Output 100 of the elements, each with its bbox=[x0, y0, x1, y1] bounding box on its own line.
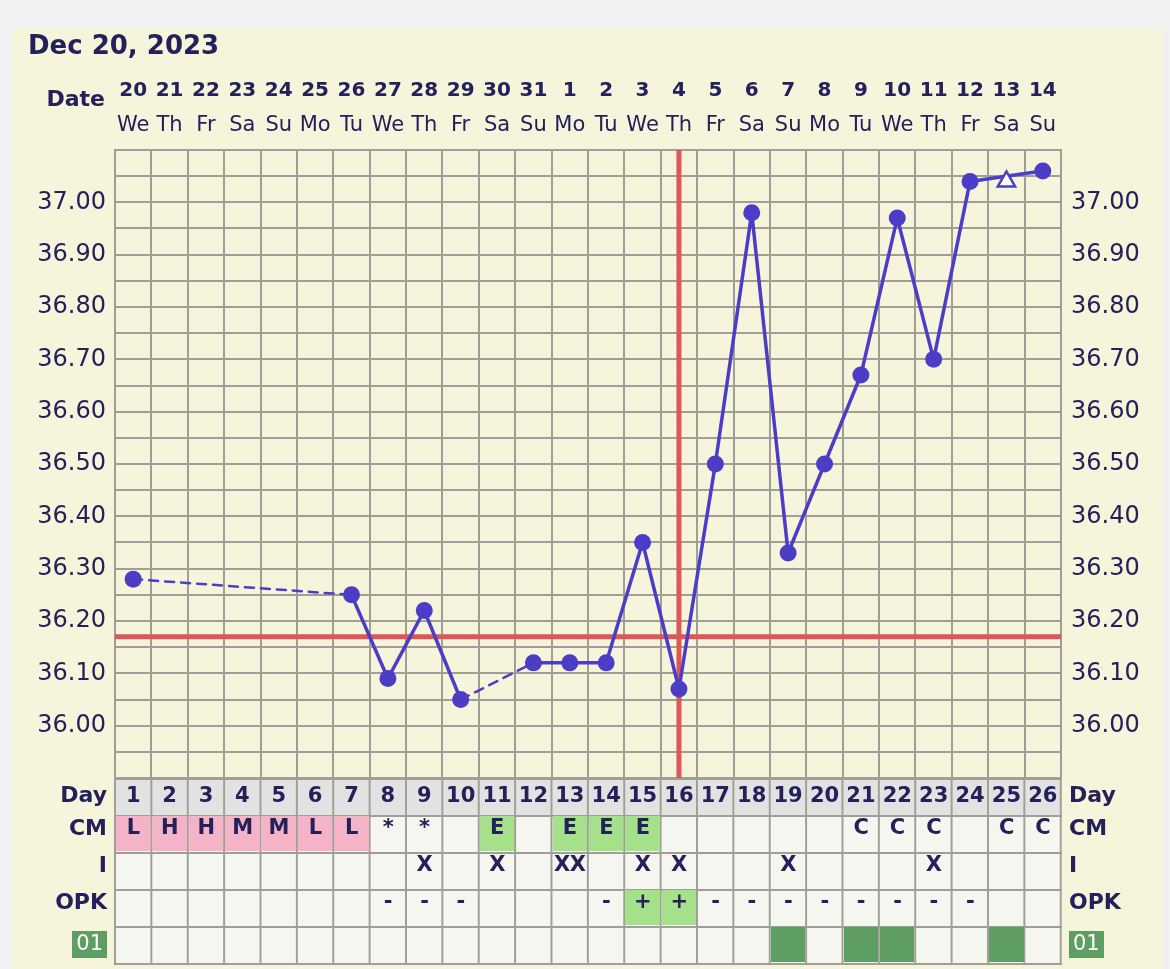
text: - bbox=[711, 889, 720, 913]
y-tick-label: 37.00 bbox=[37, 186, 106, 215]
category-label: CM bbox=[68, 815, 107, 840]
x-tick-label: 29 Fr bbox=[446, 77, 475, 137]
x2-tick-label: 5 bbox=[271, 783, 287, 808]
point bbox=[670, 680, 688, 698]
x-tick-label: 11 Th bbox=[919, 77, 948, 137]
category-label: OPK bbox=[55, 889, 107, 914]
x2-tick-label: 23 bbox=[919, 783, 949, 808]
text: E bbox=[599, 815, 614, 839]
text: M bbox=[232, 815, 253, 839]
x2-tick-label: 22 bbox=[882, 783, 912, 808]
category-label: 01 bbox=[76, 931, 103, 955]
y2-tick-label: 36.50 bbox=[1071, 448, 1140, 477]
text: - bbox=[383, 889, 392, 913]
x2-tick-label: 7 bbox=[344, 783, 359, 808]
x2-tick-label: 14 bbox=[591, 783, 621, 808]
x-tick-label: 25 Mo bbox=[299, 77, 331, 137]
y2-tick-label: 36.60 bbox=[1071, 395, 1140, 424]
text: - bbox=[420, 889, 429, 913]
x2-tick-label: 13 bbox=[555, 783, 585, 808]
text: - bbox=[820, 889, 829, 913]
y2-tick-label: 36.90 bbox=[1071, 238, 1140, 267]
text: Day bbox=[60, 782, 107, 808]
text: X bbox=[925, 852, 942, 876]
x-tick-label: 22 Fr bbox=[192, 77, 220, 137]
text: - bbox=[893, 889, 902, 913]
x2-tick-label: 15 bbox=[627, 783, 658, 808]
point bbox=[379, 670, 397, 688]
x2-tick-label: 1 bbox=[125, 783, 141, 808]
x2-tick-label: 17 bbox=[700, 783, 730, 808]
text: C bbox=[889, 815, 905, 839]
point bbox=[524, 654, 542, 672]
x-tick-label: 9 Tu bbox=[848, 77, 873, 137]
x2-tick-label: 26 bbox=[1028, 783, 1058, 808]
x-tick-label: 5 Fr bbox=[705, 77, 726, 137]
text: C bbox=[1035, 815, 1051, 839]
x-tick-label: 20 We bbox=[116, 77, 150, 137]
x2-tick-label: 8 bbox=[380, 783, 396, 808]
x2-tick-label: 6 bbox=[307, 783, 323, 808]
point bbox=[1034, 162, 1052, 180]
text: XX bbox=[554, 852, 586, 876]
x2-tick-label: 24 bbox=[955, 783, 985, 808]
y2-tick-label: 36.30 bbox=[1071, 552, 1140, 581]
x-tick-label: 2 Tu bbox=[593, 77, 618, 137]
x2-tick-label: 10 bbox=[446, 783, 476, 808]
point bbox=[852, 366, 870, 384]
x2-tick-label: 2 bbox=[162, 783, 177, 808]
text: E bbox=[562, 815, 577, 839]
point bbox=[561, 654, 579, 672]
y2-tick-label: 36.70 bbox=[1071, 343, 1140, 372]
y-tick-label: 36.90 bbox=[37, 238, 106, 267]
x2-tick-label: 11 bbox=[482, 783, 512, 808]
chart-title: Dec 20, 2023 bbox=[28, 30, 220, 62]
text: M bbox=[268, 815, 289, 839]
x-axis-title: Date bbox=[46, 85, 105, 111]
text: - bbox=[929, 889, 938, 913]
text: H bbox=[197, 815, 215, 839]
x2-tick-label: 12 bbox=[518, 783, 549, 808]
text: - bbox=[456, 889, 465, 913]
point bbox=[597, 654, 615, 672]
x-tick-label: 8 Mo bbox=[809, 77, 840, 137]
text: E bbox=[490, 815, 504, 839]
y2-tick-label: 36.10 bbox=[1071, 657, 1140, 686]
text: - bbox=[965, 889, 975, 913]
y-tick-label: 36.30 bbox=[37, 552, 106, 581]
point bbox=[415, 602, 433, 620]
x2-tick-label: 18 bbox=[737, 783, 767, 808]
x2-tick-label: 20 bbox=[809, 783, 840, 808]
x-tick-label: 31 Su bbox=[519, 77, 548, 137]
x2-tick-label: 16 bbox=[664, 783, 694, 808]
category-label: CM bbox=[1069, 815, 1108, 840]
y-tick-label: 36.80 bbox=[37, 291, 106, 320]
point bbox=[779, 544, 797, 562]
text: L bbox=[126, 815, 140, 839]
category-label: OPK bbox=[1069, 889, 1121, 914]
text: * bbox=[382, 815, 394, 839]
x2-tick-label: 9 bbox=[416, 783, 432, 808]
category-label: I bbox=[98, 852, 107, 877]
x-tick-label: 13 Sa bbox=[992, 77, 1021, 137]
text: + bbox=[634, 889, 652, 913]
x-tick-label: 10 We bbox=[881, 77, 914, 137]
x-tick-label: 7 Su bbox=[774, 77, 802, 137]
text: E bbox=[635, 815, 650, 839]
text: X bbox=[634, 852, 651, 876]
category-label: I bbox=[1069, 852, 1078, 877]
text: - bbox=[784, 889, 793, 913]
x2-tick-label: 25 bbox=[991, 783, 1022, 808]
x2-axis-title: Day bbox=[1069, 782, 1116, 808]
x-tick-label: 24 Su bbox=[264, 77, 293, 137]
point bbox=[124, 570, 142, 588]
text: X bbox=[671, 852, 687, 876]
x-tick-label: 6 Sa bbox=[738, 77, 765, 137]
category-label: 01 bbox=[1073, 931, 1100, 955]
x-tick-label: 23 Sa bbox=[228, 77, 257, 137]
y2-tick-label: 36.80 bbox=[1071, 291, 1140, 320]
text: + bbox=[670, 889, 688, 913]
x-tick-label: 3 We bbox=[626, 77, 659, 137]
x-tick-label: 21 Th bbox=[155, 77, 184, 137]
x-tick-label: 4 Th bbox=[664, 77, 693, 137]
